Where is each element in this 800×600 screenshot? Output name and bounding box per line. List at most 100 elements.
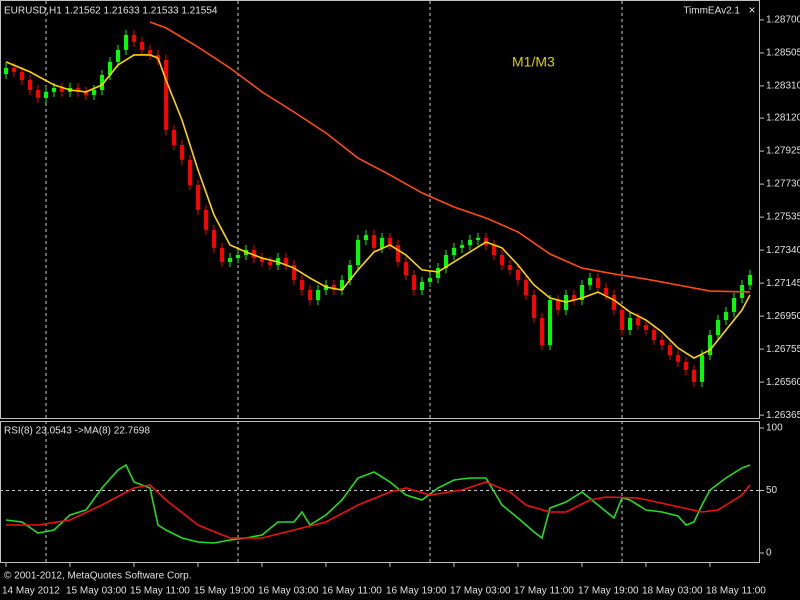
candle-body <box>708 335 712 356</box>
indicator-name: TimmEAv2.1 <box>683 6 740 17</box>
candle-body <box>668 345 672 356</box>
candle-body <box>36 90 40 98</box>
y-tick-label: 1.27925 <box>766 146 800 157</box>
candle-body <box>28 80 32 91</box>
candle-body <box>412 274 416 291</box>
candle-body <box>396 245 400 262</box>
candle-body <box>100 74 104 91</box>
candle-body <box>692 369 696 382</box>
candle-body <box>364 235 368 240</box>
candle-body <box>332 284 336 291</box>
candle-body <box>508 265 512 270</box>
candle-body <box>468 239 472 246</box>
candle-body <box>308 290 312 301</box>
candle-body <box>124 35 128 50</box>
line-series <box>149 21 751 293</box>
candle-body <box>532 294 536 318</box>
candle-body <box>372 235 376 248</box>
y-tick-label: 100 <box>766 423 783 434</box>
candle-body <box>252 249 256 259</box>
candle-body <box>588 278 592 285</box>
y-tick-label: 0 <box>766 548 772 559</box>
candle-body <box>716 320 720 336</box>
candle-body <box>540 317 544 346</box>
candle-body <box>212 229 216 248</box>
x-tick-label: 17 May 19:00 <box>578 586 639 597</box>
rsi-frame <box>0 421 760 563</box>
y-tick-label: 1.28505 <box>766 48 800 59</box>
x-tick-label: 17 May 03:00 <box>450 586 511 597</box>
candle-body <box>420 281 424 291</box>
candle-body <box>404 261 408 275</box>
candle-body <box>340 280 344 291</box>
candle-body <box>4 68 8 75</box>
candle-body <box>596 278 600 289</box>
candle-body <box>652 329 656 340</box>
candle-body <box>748 274 752 285</box>
candle-body <box>76 87 80 92</box>
candle-body <box>452 247 456 256</box>
candle-body <box>492 245 496 256</box>
y-tick-label: 1.26365 <box>766 410 800 421</box>
y-tick-label: 1.28310 <box>766 81 800 92</box>
candle-body <box>676 355 680 362</box>
line-series <box>6 481 751 539</box>
line-series <box>5 463 751 544</box>
y-tick-label: 1.27340 <box>766 245 800 256</box>
annotation: M1/M3 <box>512 54 555 70</box>
x-tick-label: 18 May 03:00 <box>642 586 703 597</box>
candle-body <box>644 325 648 330</box>
candle-body <box>180 145 184 160</box>
candle-body <box>548 300 552 346</box>
candle-body <box>164 59 168 130</box>
footer: © 2001-2012, MetaQuotes Software Corp. <box>4 571 191 582</box>
x-tick-label: 16 May 11:00 <box>322 586 382 597</box>
candle-body <box>132 35 136 42</box>
candle-body <box>500 255 504 266</box>
candle-body <box>60 87 64 92</box>
candle-body <box>524 280 528 295</box>
candle-body <box>628 317 632 330</box>
candle-body <box>260 258 264 262</box>
y-tick-label: 50 <box>766 485 778 496</box>
line-series <box>5 54 751 360</box>
plot-area <box>0 463 760 544</box>
candle-body <box>284 258 288 266</box>
candle-body <box>292 265 296 281</box>
candle-body <box>228 258 232 262</box>
candle-body <box>572 294 576 301</box>
candle-body <box>52 87 56 92</box>
close-button[interactable]: × <box>748 3 755 17</box>
x-tick-label: 15 May 03:00 <box>66 586 127 597</box>
candle-body <box>172 129 176 146</box>
candle-body <box>460 245 464 248</box>
chart-title: EURUSD,H1 1.21562 1.21633 1.21533 1.2155… <box>4 6 218 17</box>
candle-body <box>612 294 616 311</box>
y-tick-label: 1.28120 <box>766 113 800 124</box>
candle-body <box>660 339 664 346</box>
x-tick-label: 14 May 2012 <box>2 586 60 597</box>
candle-body <box>108 61 112 75</box>
plot-area <box>4 21 752 388</box>
candle-body <box>556 300 560 311</box>
candle-body <box>92 90 96 95</box>
x-tick-label: 15 May 19:00 <box>194 586 255 597</box>
candle-body <box>732 298 736 313</box>
candle-body <box>12 68 16 72</box>
candle-body <box>348 265 352 281</box>
y-tick-label: 1.26950 <box>766 311 800 322</box>
y-tick-label: 1.27145 <box>766 278 800 289</box>
candle-body <box>300 280 304 291</box>
candle-body <box>620 310 624 330</box>
x-tick-label: 18 May 11:00 <box>706 586 766 597</box>
candle-body <box>356 239 360 266</box>
candle-body <box>444 255 448 269</box>
candle-body <box>116 49 120 62</box>
candle-body <box>604 288 608 295</box>
candle-body <box>516 269 520 281</box>
candle-body <box>188 159 192 185</box>
candle-body <box>140 41 144 50</box>
